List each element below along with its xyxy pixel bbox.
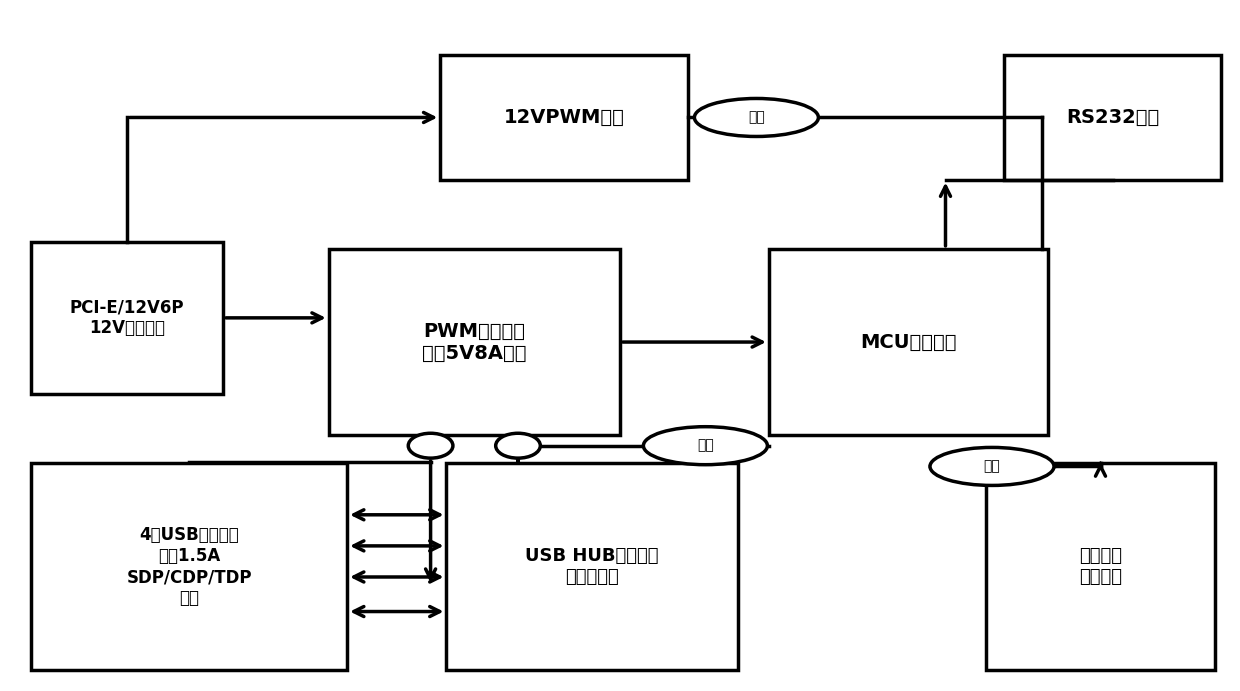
Text: MCU控制单元: MCU控制单元	[861, 332, 956, 352]
Text: 控制: 控制	[697, 439, 714, 453]
Text: 控制: 控制	[748, 111, 765, 124]
FancyBboxPatch shape	[986, 463, 1215, 670]
Text: 12VPWM风扇: 12VPWM风扇	[503, 108, 625, 127]
Ellipse shape	[694, 99, 818, 137]
FancyBboxPatch shape	[769, 249, 1048, 435]
FancyBboxPatch shape	[329, 249, 620, 435]
FancyBboxPatch shape	[31, 463, 347, 670]
Text: USB HUB控制单元
树莓派单元: USB HUB控制单元 树莓派单元	[526, 547, 658, 586]
FancyBboxPatch shape	[440, 55, 688, 180]
Text: RS232串口: RS232串口	[1066, 108, 1159, 127]
Text: 控制: 控制	[983, 460, 1001, 473]
Circle shape	[496, 433, 541, 458]
FancyBboxPatch shape	[31, 242, 223, 394]
FancyBboxPatch shape	[446, 463, 738, 670]
Circle shape	[408, 433, 453, 458]
Ellipse shape	[644, 427, 768, 465]
Text: 4口USB独立供电
每路1.5A
SDP/CDP/TDP
模式: 4口USB独立供电 每路1.5A SDP/CDP/TDP 模式	[126, 527, 252, 607]
Ellipse shape	[930, 448, 1054, 485]
FancyBboxPatch shape	[1004, 55, 1221, 180]
Text: PCI-E/12V6P
12V电源输入: PCI-E/12V6P 12V电源输入	[69, 299, 185, 337]
Text: 地址设置
风扇设置: 地址设置 风扇设置	[1079, 547, 1122, 586]
Text: PWM电源单元
输出5V8A电流: PWM电源单元 输出5V8A电流	[422, 321, 527, 363]
